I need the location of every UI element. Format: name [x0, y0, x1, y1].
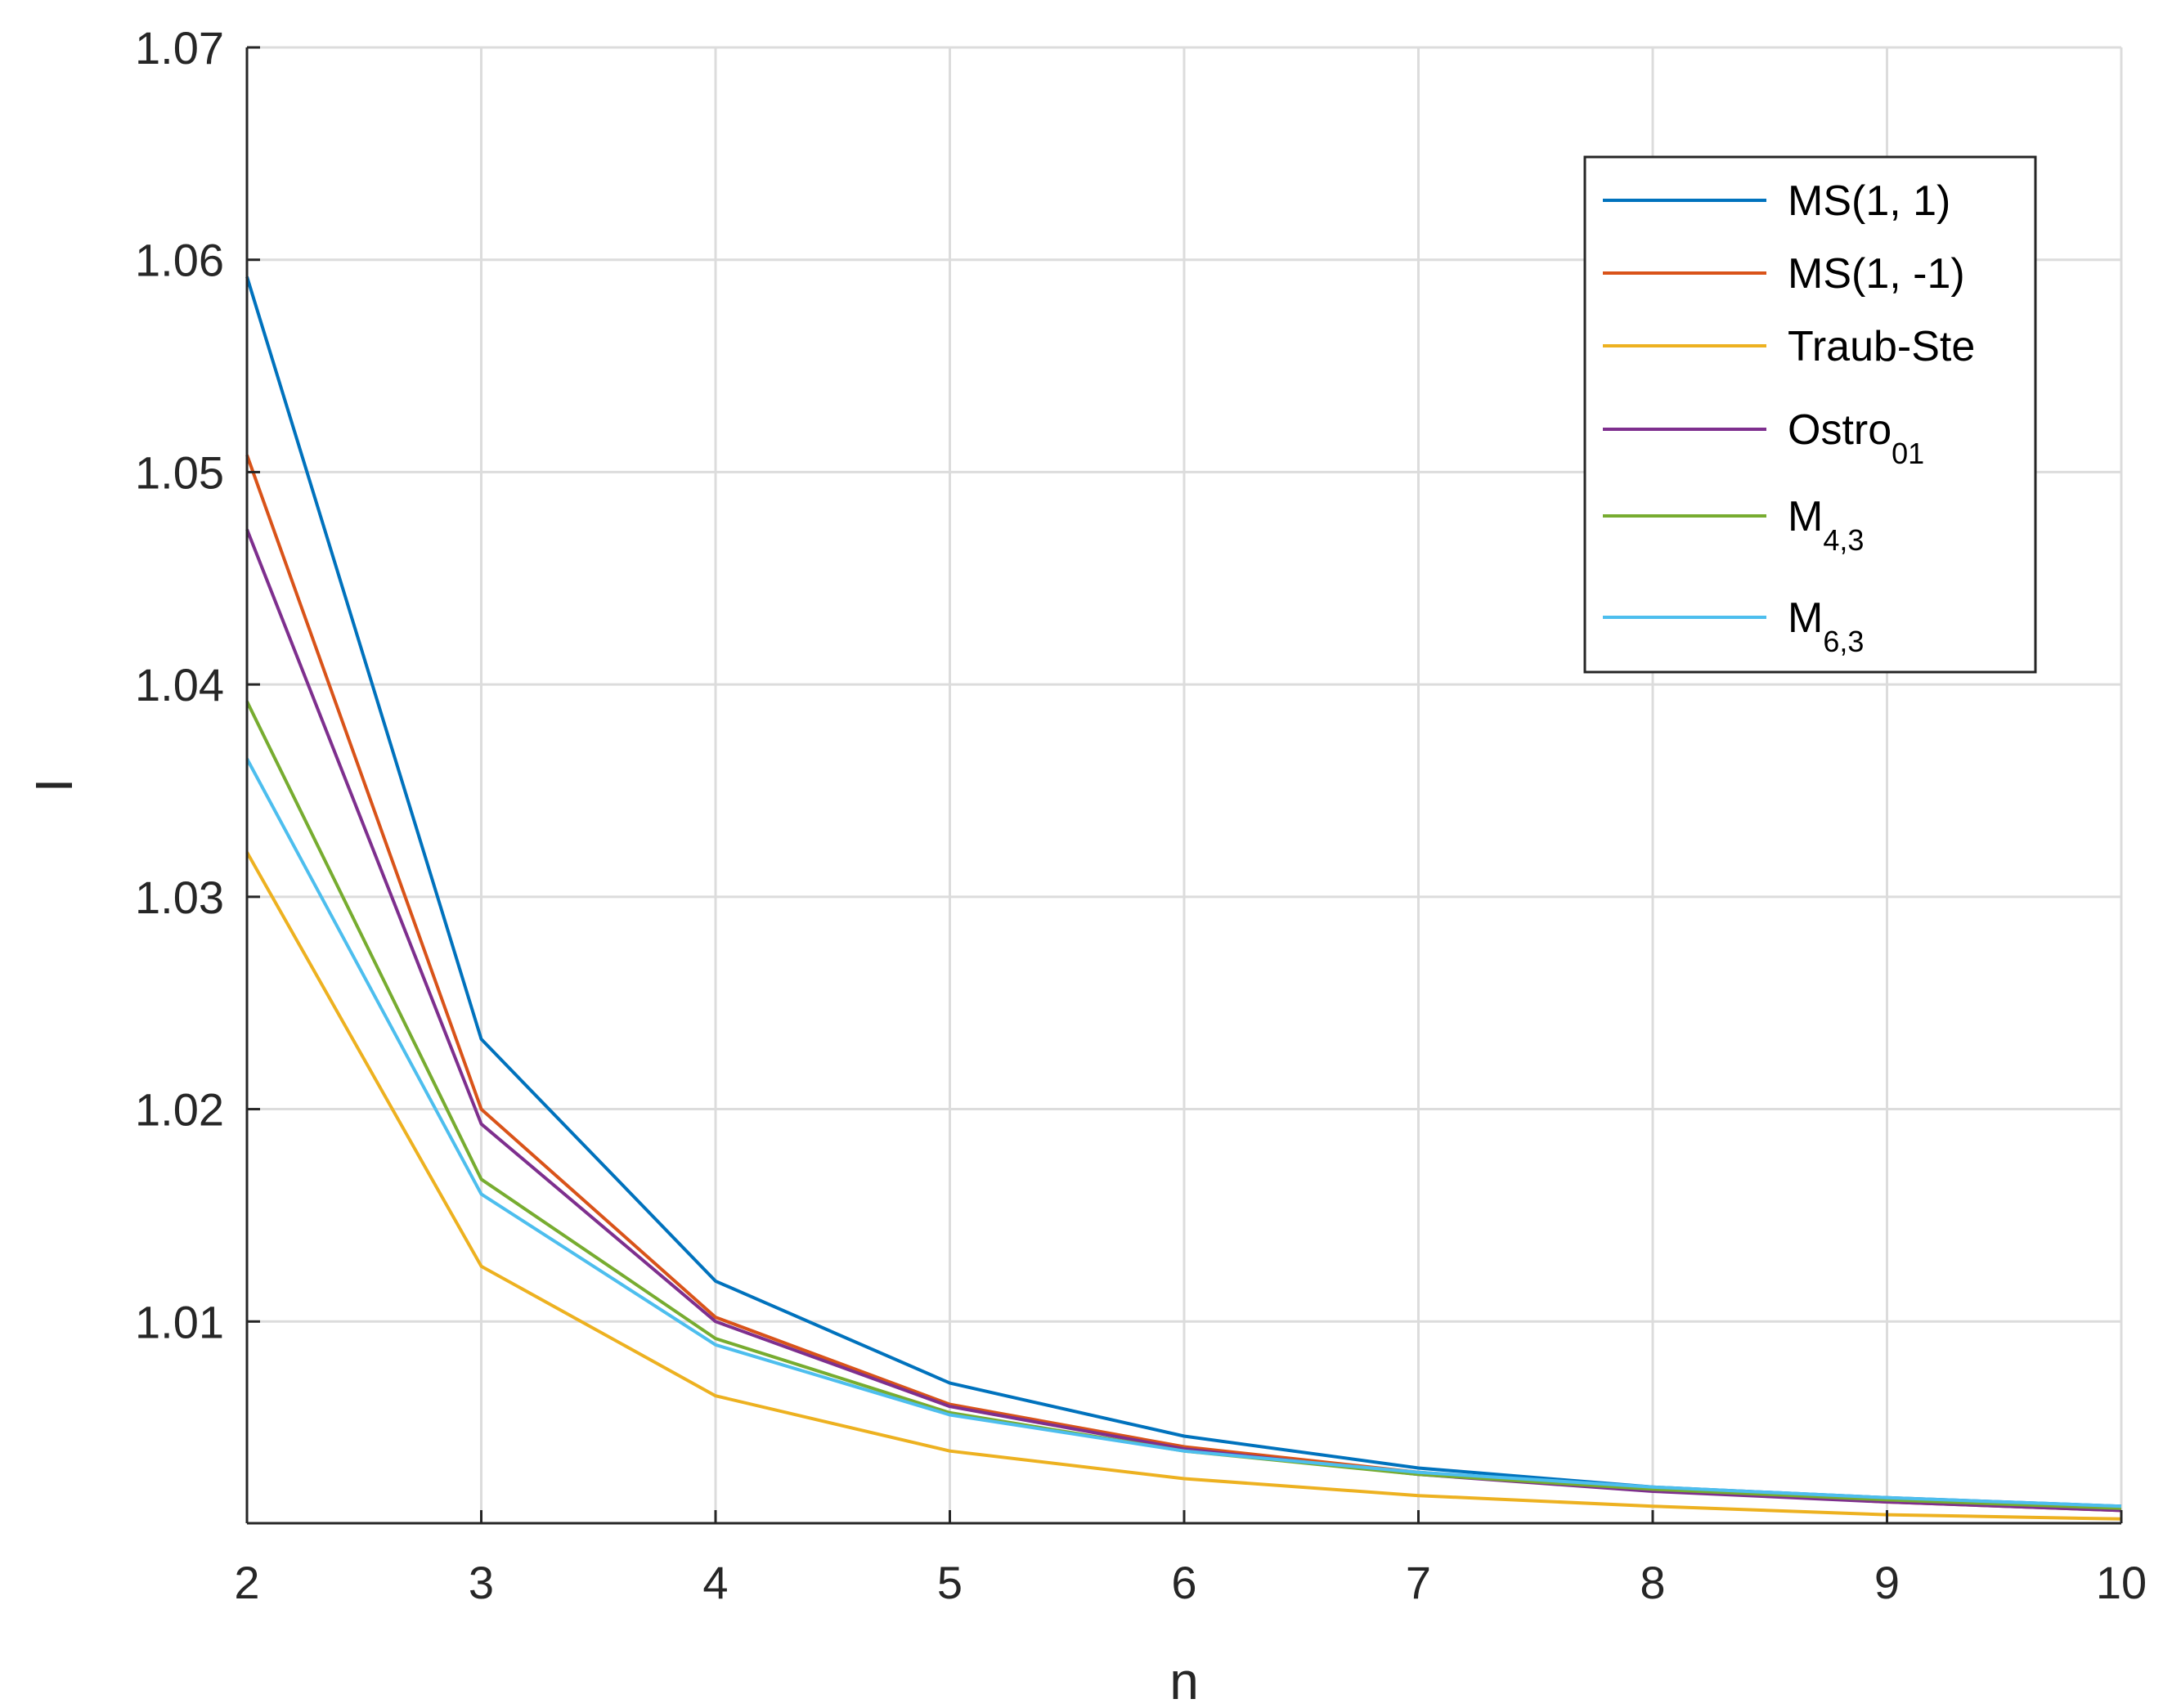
- x-tick-label: 2: [234, 1557, 259, 1608]
- legend-box: [1583, 155, 2037, 674]
- x-tick-label: 10: [2096, 1557, 2147, 1608]
- y-tick-label: 1.05: [135, 446, 224, 498]
- legend-label-subscript: 01: [1892, 437, 1924, 470]
- legend-label-base: Traub-Ste: [1788, 323, 1975, 370]
- legend-label-base: M: [1788, 493, 1823, 540]
- y-tick-label: 1.02: [135, 1084, 224, 1136]
- series-lines: [245, 276, 2122, 1521]
- y-tick-label: 1.07: [135, 22, 224, 74]
- legend-label-subscript: 6,3: [1823, 625, 1864, 658]
- y-tick-label: 1.01: [135, 1296, 224, 1347]
- legend-label-5: M6,3: [1788, 594, 1864, 658]
- legend-label-base: Ostro: [1788, 406, 1892, 454]
- series-line-5: [245, 758, 2122, 1509]
- series-line-2: [245, 851, 2122, 1521]
- legend-label-1: MS(1, -1): [1788, 250, 1965, 298]
- legend-label-0: MS(1, 1): [1788, 177, 1950, 225]
- y-tick-label: 1.03: [135, 872, 224, 923]
- y-axis-title: I: [25, 778, 83, 793]
- legend-label-4: M4,3: [1788, 493, 1864, 557]
- x-tick-label: 3: [469, 1557, 494, 1608]
- y-tick-label: 1.04: [135, 659, 224, 711]
- x-tick-label: 4: [702, 1557, 728, 1608]
- legend-label-3: Ostro01: [1788, 406, 1924, 470]
- series-line-3: [245, 528, 2122, 1513]
- legend-label-base: M: [1788, 594, 1823, 642]
- x-tick-label: 5: [937, 1557, 963, 1608]
- legend-label-subscript: 4,3: [1823, 523, 1864, 557]
- legend-label-base: MS(1, 1): [1788, 177, 1950, 225]
- y-tick-label: 1.06: [135, 235, 224, 286]
- x-tick-label: 8: [1640, 1557, 1665, 1608]
- tick-labels: 2 3 4 5 6 7 8 9 10 1.01 1.02 1.03 1.04 1.05 1.06 1.07: [135, 22, 2147, 1608]
- axes: [245, 46, 2123, 1525]
- legend-label-2: Traub-Ste: [1788, 323, 1975, 370]
- x-tick-label: 7: [1406, 1557, 1431, 1608]
- legend: MS(1, 1)MS(1, -1)Traub-SteOstro01M4,3M6,…: [1583, 155, 2037, 674]
- x-tick-label: 6: [1171, 1557, 1196, 1608]
- legend-label-base: MS(1, -1): [1788, 250, 1965, 298]
- x-tick-label: 9: [1874, 1557, 1900, 1608]
- x-axis-title: n: [1169, 1652, 1199, 1708]
